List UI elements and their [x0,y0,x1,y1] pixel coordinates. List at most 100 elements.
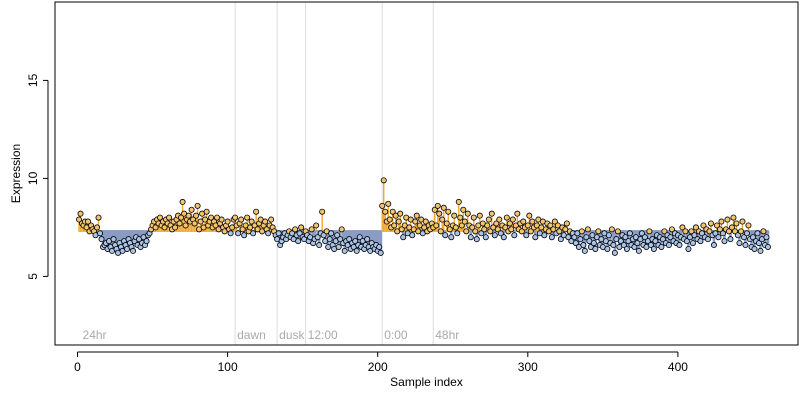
data-point [611,249,618,256]
data-point [110,236,117,243]
data-point [727,236,734,243]
data-point [704,236,711,243]
data-point [328,230,335,237]
data-point [764,243,771,250]
data-point [440,204,447,211]
data-point [431,206,438,213]
data-point [470,214,477,221]
data-point [143,238,150,245]
data-point [412,218,419,225]
data-point [94,224,101,231]
data-point [755,240,762,247]
data-point [76,216,83,223]
data-point [604,245,611,252]
data-point [178,214,185,221]
data-point [476,212,483,219]
data-point [409,232,416,239]
data-point [707,220,714,227]
data-point [610,242,617,249]
data-point [295,238,302,245]
data-point [442,232,449,239]
data-point [157,214,164,221]
data-point [353,247,360,254]
y-axis: 5 10 15 [26,73,49,280]
data-point [491,232,498,239]
data-point [451,212,458,219]
data-point [484,222,491,229]
data-point [623,245,630,252]
annotation-label: dusk [279,328,305,342]
data-point [685,245,692,252]
data-point [463,228,470,235]
data-point [377,249,384,256]
x-tick-label: 300 [518,360,538,374]
data-point [650,245,657,252]
data-point [715,234,722,241]
data-point [422,218,429,225]
data-point [496,216,503,223]
data-point [580,242,587,249]
data-point [503,214,510,221]
data-point [97,230,104,237]
data-point [316,242,323,249]
data-point [736,240,743,247]
data-point [590,240,597,247]
data-point [488,210,495,217]
data-point [506,220,513,227]
x-tick-label: 100 [218,360,238,374]
data-point [478,230,485,237]
data-point [608,226,615,233]
annotation-label-start: 24hr [83,328,107,342]
data-point [400,234,407,241]
data-point [547,222,554,229]
data-point [578,228,585,235]
data-point [493,220,500,227]
data-point [617,238,624,245]
data-point [647,242,654,249]
data-point [248,218,255,225]
data-point [526,212,533,219]
data-point [352,238,359,245]
time-annotations: dawn dusk 12:00 0:00 48hr 24hr [83,328,460,342]
data-point [460,206,467,213]
data-point [262,218,269,225]
data-point [706,228,713,235]
data-point [700,222,707,229]
data-point [166,214,173,221]
data-point [509,216,516,223]
data-point [725,228,732,235]
data-point [253,208,260,215]
data-point [320,232,327,239]
data-point [523,232,530,239]
data-point [238,216,245,223]
data-point [631,243,638,250]
data-point [571,234,578,241]
data-point [689,240,696,247]
data-point [665,242,672,249]
data-point [763,234,770,241]
data-point [85,218,92,225]
data-point [130,247,137,254]
data-point [458,222,465,229]
data-point [250,230,257,237]
data-point [194,202,201,209]
data-point [529,218,536,225]
data-point [692,224,699,231]
data-point [739,218,746,225]
data-point [626,230,633,237]
data-point [734,232,741,239]
data-point [563,220,570,227]
data-point [605,232,612,239]
data-point [457,214,464,221]
annotation-label: dawn [237,328,266,342]
data-point [364,236,371,243]
data-point [341,247,348,254]
data-point [182,222,189,229]
x-tick-label: 0 [74,360,81,374]
data-point [176,220,183,227]
plot-frame [54,1,799,346]
data-point [532,234,539,241]
data-point [235,230,242,237]
x-tick-label: 400 [668,360,688,374]
data-point [658,243,665,250]
